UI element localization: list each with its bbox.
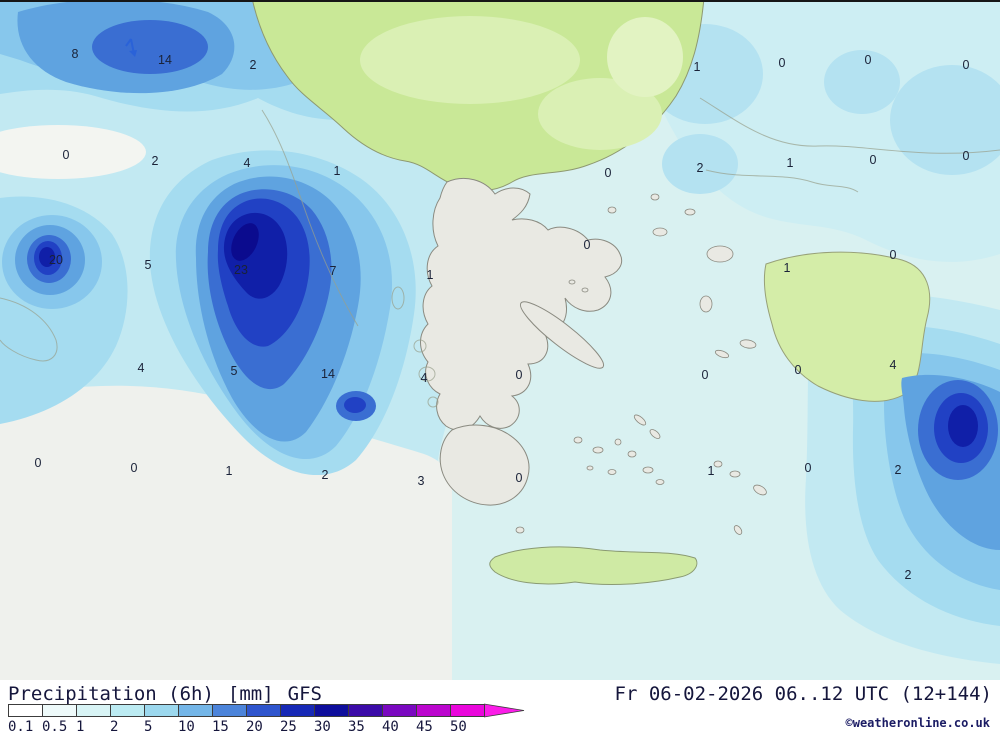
scale-label: 40	[382, 719, 399, 735]
scale-segment	[8, 704, 43, 717]
scale-segment	[348, 704, 383, 717]
crete-island	[489, 546, 698, 585]
map-value-label: 0	[963, 149, 970, 163]
coastlines-overlay	[0, 97, 1000, 408]
map-value-label: 2	[905, 568, 912, 582]
map-value-label: 20	[49, 253, 63, 267]
scale-label: 50	[450, 719, 467, 735]
scale-segment	[450, 704, 485, 717]
scale-segment	[314, 704, 349, 717]
scale-label: 30	[314, 719, 331, 735]
map-value-label: 1	[427, 268, 434, 282]
map-value-label: 4	[890, 358, 897, 372]
precip-arrow-icon	[125, 38, 137, 57]
map-value-label: 4	[138, 361, 145, 375]
map-title-row: Precipitation (6h) [mm] GFS	[8, 683, 322, 705]
scale-arrow-shape	[484, 703, 525, 718]
scale-bar	[8, 703, 548, 718]
scale-segment	[144, 704, 179, 717]
scale-label: 35	[348, 719, 365, 735]
map-value-label: 5	[231, 364, 238, 378]
map-value-label: 2	[250, 58, 257, 72]
map-value-label: 0	[516, 368, 523, 382]
map-value-label: 0	[63, 148, 70, 162]
map-unit: [mm]	[227, 683, 274, 705]
map-value-label: 8	[72, 47, 79, 61]
map-value-label: 0	[131, 461, 138, 475]
map-value-label: 0	[890, 248, 897, 262]
map-value-label: 7	[330, 264, 337, 278]
map-value-label: 23	[234, 263, 248, 277]
map-value-label: 4	[244, 156, 251, 170]
scale-label: 10	[178, 719, 195, 735]
scale-label: 20	[246, 719, 263, 735]
map-title: Precipitation (6h)	[8, 683, 214, 705]
copyright-text: ©weatheronline.co.uk	[845, 716, 991, 730]
map-value-label: 0	[865, 53, 872, 67]
scale-label: 1	[76, 719, 85, 735]
map-value-label: 0	[779, 56, 786, 70]
balkans-land	[252, 2, 705, 192]
scale-segment	[382, 704, 417, 717]
scale-arrow	[484, 703, 525, 718]
peloponnese	[439, 424, 530, 506]
scale-segment	[110, 704, 145, 717]
map-value-label: 14	[321, 367, 335, 381]
map-value-label: 0	[516, 471, 523, 485]
map-value-label: 2	[152, 154, 159, 168]
map-value-label: 2	[322, 468, 329, 482]
scale-label: 25	[280, 719, 297, 735]
map-value-label: 0	[605, 166, 612, 180]
scale-label: 45	[416, 719, 433, 735]
map-value-label: 4	[421, 371, 428, 385]
map-value-label: 0	[584, 238, 591, 252]
scale-labels: 0.1 0.5 1 2 5 10 15 20 25 30 35 40 45 50	[8, 719, 548, 735]
precip-east-core	[901, 374, 1000, 550]
map-value-label: 1	[708, 464, 715, 478]
map-value-label: 0	[702, 368, 709, 382]
footer-bar: Precipitation (6h) [mm] GFS Fr 06-02-2026 …	[0, 680, 1000, 735]
map-value-label: 2	[697, 161, 704, 175]
precip-field-northeast	[596, 2, 1000, 262]
scale-segment	[416, 704, 451, 717]
scale-segment	[280, 704, 315, 717]
map-value-label: 0	[805, 461, 812, 475]
scale-segment	[246, 704, 281, 717]
aegean-islands	[515, 193, 767, 535]
scale-label: 0.1	[8, 719, 34, 735]
map-value-label: 3	[418, 474, 425, 488]
map-value-label: 5	[145, 258, 152, 272]
scale-segment	[178, 704, 213, 717]
map-value-label: 0	[963, 58, 970, 72]
map-value-label: 0	[35, 456, 42, 470]
scale-segment	[76, 704, 111, 717]
scale-label: 5	[144, 719, 153, 735]
scale-label: 15	[212, 719, 229, 735]
valid-datetime: Fr 06-02-2026 06..12 UTC (12+144)	[614, 683, 993, 705]
model-name: GFS	[287, 683, 322, 705]
scale-label: 0.5	[42, 719, 68, 735]
scale-segment	[212, 704, 247, 717]
map-value-label: 1	[784, 261, 791, 275]
map-value-label: 14	[158, 53, 172, 67]
map-value-label: 0	[870, 153, 877, 167]
map-value-label: 1	[787, 156, 794, 170]
map-value-label: 2	[895, 463, 902, 477]
map-value-label: 0	[795, 363, 802, 377]
map-value-label: 1	[334, 164, 341, 178]
scale-segment	[42, 704, 77, 717]
scale-label: 2	[110, 719, 119, 735]
map-value-label: 1	[694, 60, 701, 74]
map-value-label: 1	[226, 464, 233, 478]
euboea-island	[519, 301, 605, 369]
greece-land	[420, 178, 767, 585]
weather-map: 8 14 2 1 0 0 0 0 2 4 1 0 2 1 0 0 20 5 23 7 1 0 1 0 4 5 14 4 0 0 0 4 0 0 1 2…	[0, 0, 1000, 680]
